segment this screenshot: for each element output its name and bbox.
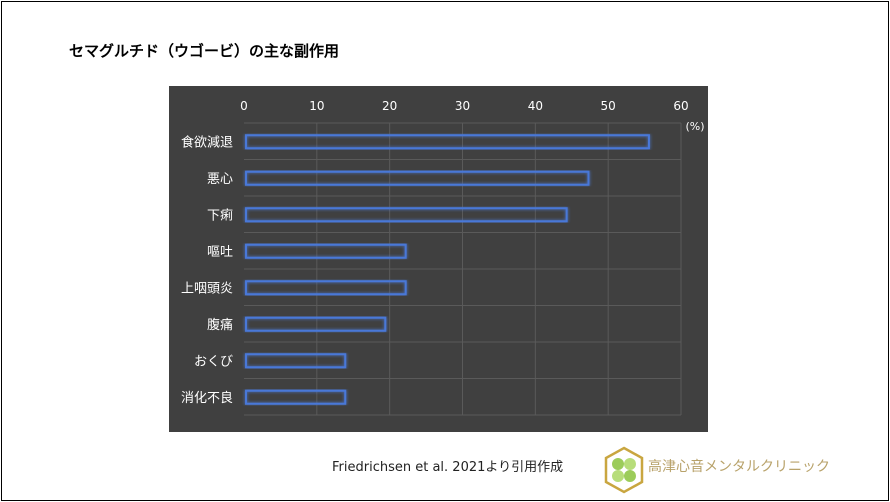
bar — [245, 170, 590, 186]
category-label: おくび — [194, 354, 233, 369]
category-label: 嘔吐 — [207, 245, 233, 260]
category-label: 食欲減退 — [181, 134, 233, 150]
x-tick-label: 20 — [382, 99, 397, 113]
bar — [245, 389, 347, 405]
category-label: 悪心 — [207, 172, 233, 187]
x-tick-label: 30 — [455, 99, 470, 113]
x-tick-label: 0 — [240, 99, 248, 113]
bar — [245, 243, 407, 259]
citation: Friedrichsen et al. 2021より引用作成 — [332, 460, 564, 475]
x-tick-label: 40 — [528, 99, 543, 113]
clinic-name: 高津心音メンタルクリニック — [648, 459, 830, 475]
bar — [245, 134, 650, 150]
category-label: 下痢 — [207, 207, 233, 223]
clinic-logo-icon — [604, 446, 644, 494]
slide-title: セマグルチド（ウゴービ）の主な副作用 — [69, 42, 340, 60]
bar — [245, 353, 347, 369]
x-tick-label: 10 — [309, 99, 324, 113]
x-tick-label: 60 — [673, 99, 688, 113]
unit-label: (%) — [685, 120, 704, 133]
x-tick-label: 50 — [601, 99, 616, 113]
category-label: 消化不良 — [181, 390, 233, 406]
bar-chart: 0 10 20 30 40 50 60 (%) 食欲減退悪心下痢嘔吐上咽頭炎腹痛おくび消化不良 — [169, 86, 708, 432]
category-label: 腹痛 — [207, 317, 233, 333]
bar — [245, 280, 407, 296]
category-label: 上咽頭炎 — [181, 281, 233, 296]
bar — [245, 316, 387, 332]
bar — [245, 207, 568, 223]
